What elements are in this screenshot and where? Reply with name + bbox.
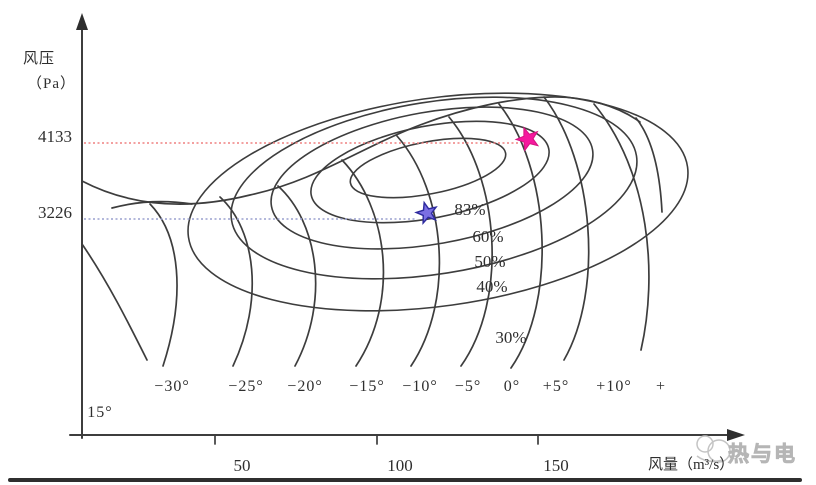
angle-curve-0 — [498, 103, 543, 369]
watermark-logo-icon — [696, 435, 731, 463]
efficiency-contour-50 — [270, 106, 594, 250]
x-tick-label-150: 150 — [543, 456, 569, 475]
efficiency-label-83: 83% — [454, 200, 486, 219]
magenta-star-marker — [514, 126, 540, 152]
x-tick-label-100: 100 — [387, 456, 413, 475]
x-axis-title: 风量（m³/s） — [648, 457, 735, 473]
watermark-text: 热与电 — [728, 443, 797, 467]
angle-curve-pos10 — [593, 103, 650, 351]
angle-label-neg15: −15° — [349, 378, 385, 395]
y-axis-arrow-icon — [76, 13, 88, 30]
angle-label-neg25: −25° — [228, 378, 264, 395]
efficiency-contour-30 — [187, 92, 689, 312]
efficiency-label-50: 50% — [474, 252, 506, 271]
angle-curve-neg5 — [448, 116, 493, 367]
efficiency-label-60: 60% — [472, 227, 504, 246]
x-tick-label-50: 50 — [233, 456, 251, 475]
angle-label-pos5: +5° — [542, 378, 570, 395]
angle-label-plus-sign: + — [655, 378, 667, 395]
angle-curve-neg20 — [277, 185, 317, 367]
bottom-divider — [8, 478, 802, 482]
angle-label-pos10: +10° — [596, 378, 632, 395]
angle-curve-neg30 — [149, 203, 178, 367]
y-axis-title: 风压 — [23, 51, 56, 67]
y-axis-unit: （Pa） — [27, 76, 77, 92]
angle-label-neg5: −5° — [454, 378, 482, 395]
angle-label-neg20: −20° — [287, 378, 323, 395]
efficiency-label-40: 40% — [476, 277, 508, 296]
angle-label-0: 0° — [503, 378, 521, 395]
angle-curve-pos5 — [543, 96, 590, 361]
blue-star-marker — [414, 200, 438, 226]
y-value-3226: 3226 — [38, 203, 72, 222]
angle-curve-neg10 — [396, 135, 441, 367]
angle-label-15-wrapped: 15° — [87, 404, 113, 421]
y-value-4133: 4133 — [38, 127, 72, 146]
left-partial-curve — [111, 200, 193, 209]
efficiency-contour-40 — [230, 96, 638, 280]
left-lower-curve — [81, 243, 148, 361]
angle-curve-neg15 — [341, 159, 385, 367]
angle-curve-pos15 — [635, 117, 663, 213]
x-axis-arrow-icon — [727, 429, 745, 441]
angle-label-neg10: −10° — [402, 378, 438, 395]
efficiency-label-30: 30% — [495, 328, 527, 347]
pressure-envelope-curve — [81, 96, 641, 206]
angle-label-neg30: −30° — [154, 378, 190, 395]
efficiency-contour-60 — [310, 120, 550, 224]
